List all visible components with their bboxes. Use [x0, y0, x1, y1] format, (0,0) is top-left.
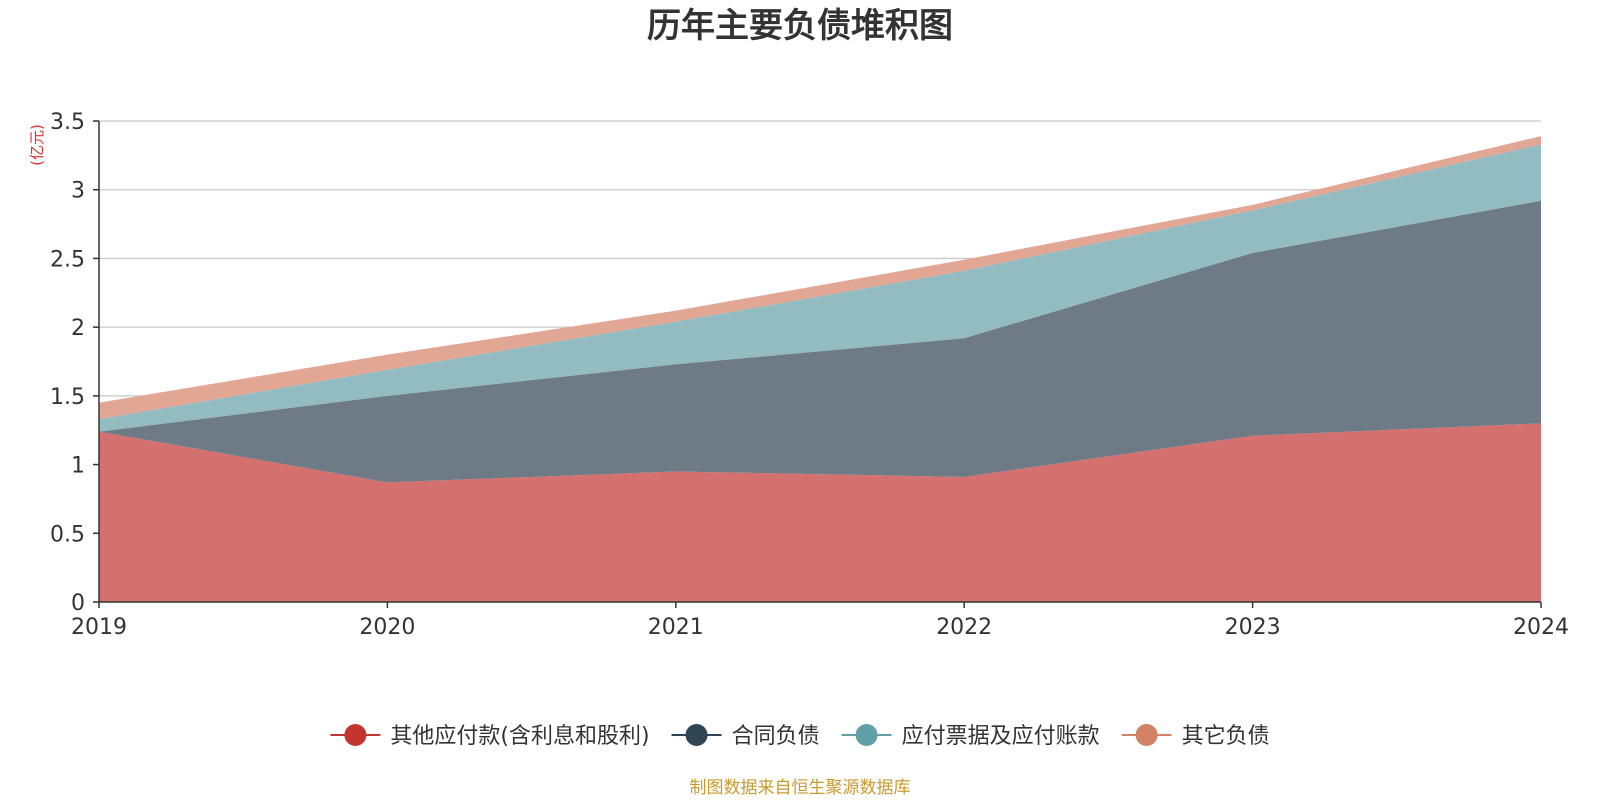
x-tick-label: 2022: [936, 615, 992, 640]
chart-title: 历年主要负债堆积图: [647, 6, 953, 46]
y-tick-label: 3.5: [50, 110, 85, 135]
legend-item-1[interactable]: 其他应付款(含利息和股利): [330, 724, 650, 749]
data-source-note: 制图数据来自恒生聚源数据库: [690, 778, 911, 798]
axes: 0 0.5 1 1.5 2 2.5 3 3.5 2019 2020 2021 2022 2023 2024: [50, 110, 1569, 640]
legend-item-3[interactable]: 应付票据及应付账款: [841, 724, 1100, 749]
legend-label: 其它负债: [1182, 724, 1270, 749]
legend-circle-icon: [344, 724, 367, 746]
area-series-2: [99, 200, 1541, 483]
x-tick-label: 2019: [71, 615, 127, 640]
area-series-3: [99, 144, 1541, 432]
legend-circle-icon: [685, 724, 708, 746]
x-tick-label: 2024: [1513, 615, 1569, 640]
x-tick-label: 2021: [648, 615, 704, 640]
legend-circle-icon: [1135, 724, 1158, 746]
area-series-1: [99, 423, 1541, 602]
legend: 其他应付款(含利息和股利) 合同负债 应付票据及应付账款 其它负债: [330, 724, 1270, 749]
x-tick-label: 2020: [359, 615, 415, 640]
y-tick-label: 0: [71, 591, 85, 616]
area-series-layer: [99, 136, 1541, 602]
y-axis-unit-label: (亿元): [28, 124, 46, 166]
legend-circle-icon: [855, 724, 878, 746]
y-tick-label: 0.5: [50, 522, 85, 547]
area-series-4: [99, 136, 1541, 420]
y-tick-label: 1: [71, 454, 85, 479]
legend-label: 应付票据及应付账款: [902, 724, 1100, 749]
x-tick-label: 2023: [1225, 615, 1281, 640]
y-tick-label: 2: [71, 316, 85, 341]
y-tick-label: 1.5: [50, 385, 85, 410]
legend-label: 合同负债: [732, 724, 820, 749]
legend-label: 其他应付款(含利息和股利): [390, 724, 649, 749]
legend-item-2[interactable]: 合同负债: [671, 724, 820, 749]
y-tick-label: 3: [71, 179, 85, 204]
legend-item-4[interactable]: 其它负债: [1121, 724, 1270, 749]
y-tick-label: 2.5: [50, 247, 85, 272]
